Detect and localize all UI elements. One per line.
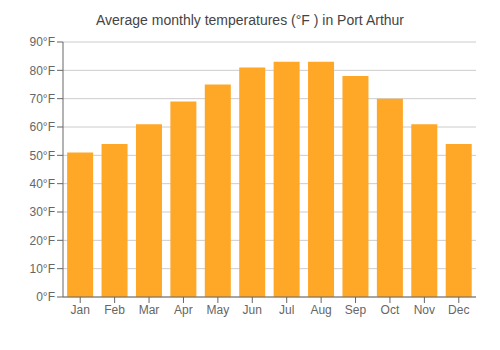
svg-text:Jul: Jul: [279, 303, 294, 317]
svg-text:Feb: Feb: [104, 303, 125, 317]
svg-text:50°F: 50°F: [30, 149, 55, 163]
svg-text:70°F: 70°F: [30, 92, 55, 106]
svg-text:0°F: 0°F: [36, 290, 55, 304]
svg-text:Apr: Apr: [174, 303, 193, 317]
svg-text:60°F: 60°F: [30, 120, 55, 134]
svg-text:Sep: Sep: [345, 303, 367, 317]
svg-text:Mar: Mar: [139, 303, 160, 317]
svg-text:Jan: Jan: [71, 303, 90, 317]
svg-text:Dec: Dec: [448, 303, 469, 317]
svg-text:May: May: [207, 303, 230, 317]
svg-text:80°F: 80°F: [30, 64, 55, 78]
svg-text:Oct: Oct: [381, 303, 400, 317]
svg-text:Aug: Aug: [310, 303, 331, 317]
svg-text:Jun: Jun: [243, 303, 262, 317]
svg-text:30°F: 30°F: [30, 205, 55, 219]
svg-text:Nov: Nov: [414, 303, 435, 317]
svg-text:90°F: 90°F: [30, 35, 55, 49]
svg-text:20°F: 20°F: [30, 234, 55, 248]
svg-text:10°F: 10°F: [30, 262, 55, 276]
html-text:Average monthly temperatures (: Average monthly temperatures (°F ) in Po…: [96, 12, 404, 28]
svg-text:40°F: 40°F: [30, 177, 55, 191]
